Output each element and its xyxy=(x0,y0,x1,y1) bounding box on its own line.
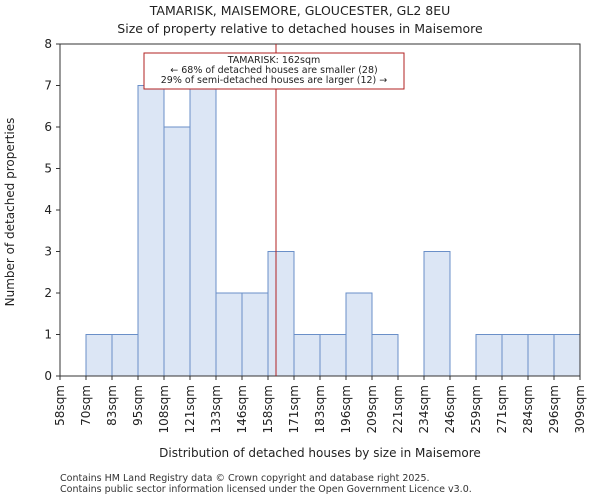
chart-subtitle: Size of property relative to detached ho… xyxy=(117,21,483,36)
bar-284sqm xyxy=(527,334,555,377)
bar-196sqm xyxy=(345,292,373,377)
bar-296sqm xyxy=(553,334,581,377)
bars-group xyxy=(85,85,581,377)
chart-title: TAMARISK, MAISEMORE, GLOUCESTER, GL2 8EU xyxy=(149,3,451,18)
x-tick-label-171sqm: 171sqm xyxy=(287,385,301,433)
x-tick-label-133sqm: 133sqm xyxy=(209,385,223,433)
y-tick-label-7: 7 xyxy=(44,79,52,93)
y-tick-label-3: 3 xyxy=(44,245,52,259)
x-tick-label-209sqm: 209sqm xyxy=(365,385,379,433)
plot-frame xyxy=(59,43,581,377)
bar-209sqm xyxy=(371,334,399,377)
x-tick-label-259sqm: 259sqm xyxy=(469,385,483,433)
bar-108sqm xyxy=(163,126,191,377)
y-tick-label-4: 4 xyxy=(44,203,52,217)
x-axis-ticks: 58sqm 70sqm 83sqm 95sqm 108sqm 121sqm 133sqm 14… xyxy=(53,376,587,433)
y-tick-label-5: 5 xyxy=(44,162,52,176)
bar-133sqm xyxy=(215,292,243,377)
x-axis-title: Distribution of detached houses by size … xyxy=(159,446,481,460)
y-tick-label-2: 2 xyxy=(44,286,52,300)
x-tick-label-309sqm: 309sqm xyxy=(573,385,587,433)
bar-121sqm xyxy=(189,85,217,377)
annotation-line-3: 29% of semi-detached houses are larger (… xyxy=(161,75,388,86)
y-tick-label-1: 1 xyxy=(44,328,52,342)
annotation-line-2: ← 68% of detached houses are smaller (28… xyxy=(170,65,377,76)
footer-line-2: Contains public sector information licen… xyxy=(60,484,472,495)
annotation-box xyxy=(143,52,405,90)
bar-146sqm xyxy=(241,292,269,377)
bar-83sqm xyxy=(111,334,139,377)
x-tick-label-246sqm: 246sqm xyxy=(443,385,457,433)
x-tick-label-284sqm: 284sqm xyxy=(521,385,535,433)
x-tick-label-108sqm: 108sqm xyxy=(157,385,171,433)
x-tick-label-58sqm: 58sqm xyxy=(53,385,67,426)
x-tick-label-146sqm: 146sqm xyxy=(235,385,249,433)
footer-line-1: Contains HM Land Registry data © Crown c… xyxy=(60,473,430,484)
x-tick-label-121sqm: 121sqm xyxy=(183,385,197,433)
y-axis-title: Number of detached properties xyxy=(3,118,17,307)
bar-95sqm xyxy=(137,85,165,377)
x-tick-label-196sqm: 196sqm xyxy=(339,385,353,433)
bar-171sqm xyxy=(293,334,321,377)
x-tick-label-95sqm: 95sqm xyxy=(131,385,145,426)
x-tick-label-234sqm: 234sqm xyxy=(417,385,431,433)
x-tick-label-271sqm: 271sqm xyxy=(495,385,509,433)
bar-70sqm xyxy=(85,334,113,377)
bar-234sqm xyxy=(423,251,451,377)
y-tick-label-0: 0 xyxy=(44,369,52,383)
bar-271sqm xyxy=(501,334,529,377)
bar-158sqm xyxy=(267,251,295,377)
x-tick-label-183sqm: 183sqm xyxy=(313,385,327,433)
y-tick-label-8: 8 xyxy=(44,37,52,51)
y-axis-ticks: 0 1 2 3 4 5 6 7 8 xyxy=(44,37,60,383)
annotation-line-1: TAMARISK: 162sqm xyxy=(227,55,321,66)
bar-183sqm xyxy=(319,334,347,377)
x-tick-label-158sqm: 158sqm xyxy=(261,385,275,433)
bar-259sqm xyxy=(475,334,503,377)
y-tick-label-6: 6 xyxy=(44,120,52,134)
x-tick-label-70sqm: 70sqm xyxy=(79,385,93,426)
x-tick-label-83sqm: 83sqm xyxy=(105,385,119,426)
x-tick-label-296sqm: 296sqm xyxy=(547,385,561,433)
x-tick-label-221sqm: 221sqm xyxy=(391,385,405,433)
